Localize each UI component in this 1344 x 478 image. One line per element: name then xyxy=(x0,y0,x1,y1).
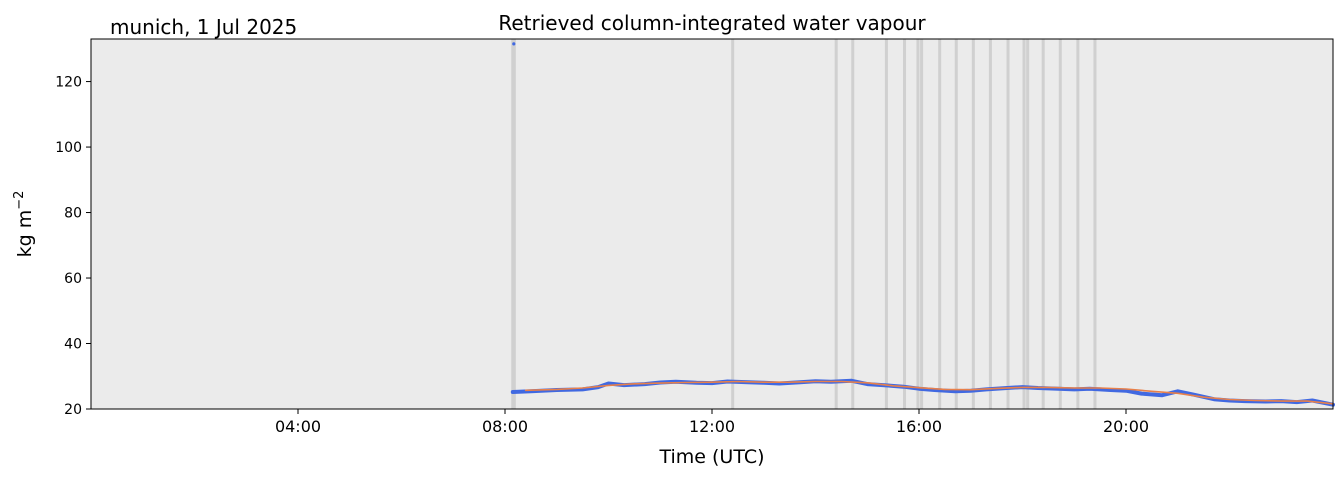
x-tick-label: 12:00 xyxy=(689,417,735,436)
y-tick-label: 80 xyxy=(64,206,82,222)
y-axis: 20 40 60 80 100 120 xyxy=(55,75,91,418)
flag-band xyxy=(916,39,920,409)
y-tick-label: 100 xyxy=(55,140,82,156)
flag-band xyxy=(851,39,855,409)
chart-title: Retrieved column-integrated water vapour xyxy=(498,11,926,35)
series-line-2 xyxy=(524,380,1334,405)
flag-band xyxy=(954,39,958,409)
flag-band xyxy=(971,39,975,409)
flag-band xyxy=(1076,39,1080,409)
y-tick-label: 60 xyxy=(64,271,82,287)
flag-band xyxy=(1006,39,1010,409)
x-tick-label: 16:00 xyxy=(896,417,942,436)
y-axis-label: kg m−2 xyxy=(12,191,36,258)
location-date-label: munich, 1 Jul 2025 xyxy=(110,15,297,39)
flag-band xyxy=(1026,39,1030,409)
flag-band xyxy=(511,39,515,409)
flag-band xyxy=(1022,39,1026,409)
x-axis-label: Time (UTC) xyxy=(658,446,764,468)
y-tick-label: 40 xyxy=(64,337,82,353)
plot-background xyxy=(91,39,1333,409)
flag-band xyxy=(938,39,942,409)
x-tick-label: 08:00 xyxy=(482,417,528,436)
x-tick-label: 04:00 xyxy=(275,417,321,436)
flag-band xyxy=(731,39,735,409)
series-layer xyxy=(510,42,1335,407)
flag-band xyxy=(512,39,516,409)
y-tick-label: 120 xyxy=(55,75,82,91)
x-tick-label: 20:00 xyxy=(1103,417,1149,436)
flag-band xyxy=(988,39,992,409)
flag-band xyxy=(920,39,924,409)
flag-band xyxy=(834,39,838,409)
x-axis: 04:00 08:00 12:00 16:00 20:00 xyxy=(275,409,1149,436)
flag-bands xyxy=(511,39,1097,409)
outlier-point xyxy=(512,42,516,46)
flag-band xyxy=(1058,39,1062,409)
y-axis-label-base: kg m xyxy=(14,210,36,258)
y-tick-label: 20 xyxy=(64,402,82,418)
flag-band xyxy=(903,39,907,409)
flag-band xyxy=(884,39,888,409)
flag-band xyxy=(1093,39,1097,409)
flag-band xyxy=(1041,39,1045,409)
y-axis-label-exponent: −2 xyxy=(12,191,27,210)
